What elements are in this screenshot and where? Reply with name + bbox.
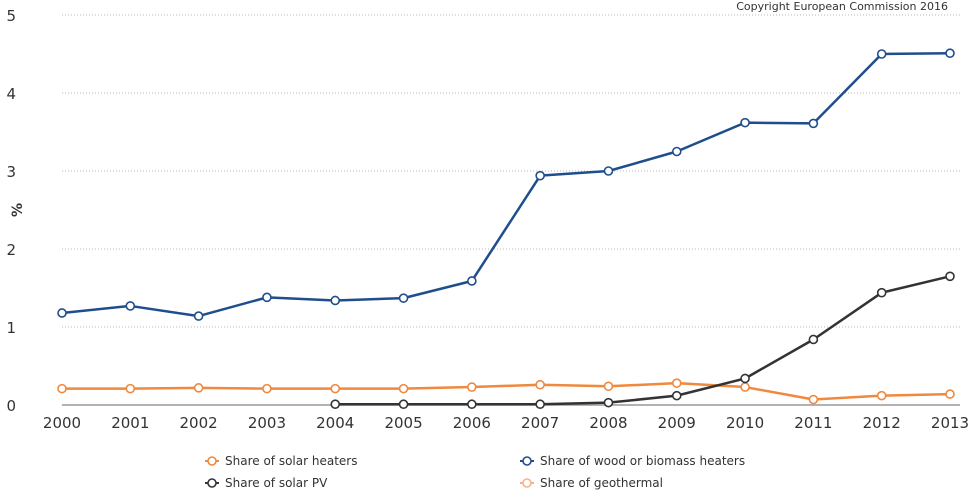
data-point (398, 383, 409, 394)
line-chart: 0 1 2 3 4 5 2000 2001 2002 2003 2004 2005 2006 2007 20… (6, 7, 969, 432)
data-point (262, 383, 272, 394)
data-point (193, 383, 204, 393)
data-point (467, 276, 477, 286)
data-point (603, 381, 614, 392)
legend-marker-icon (205, 456, 219, 466)
x-tick-label: 2010 (726, 414, 764, 432)
data-point (945, 48, 955, 59)
data-point (671, 378, 682, 388)
data-point (671, 390, 682, 401)
legend-item[interactable]: Share of wood or biomass heaters (520, 454, 745, 468)
y-tick-label: 3 (6, 163, 16, 181)
legend-label: Share of solar PV (225, 476, 328, 490)
series-line-1 (61, 51, 951, 318)
chart-legend: Share of solar heaters Share of wood or b… (0, 452, 978, 492)
series-line-2 (335, 275, 951, 406)
data-point (535, 170, 545, 181)
legend-item[interactable]: Share of solar PV (205, 476, 327, 490)
legend-label: Share of geothermal (540, 476, 663, 490)
data-point (603, 166, 614, 176)
legend-item[interactable]: Share of solar heaters (205, 454, 357, 468)
x-tick-label: 2000 (43, 414, 81, 432)
x-tick-label: 2012 (863, 414, 901, 432)
x-tick-label: 2003 (248, 414, 286, 432)
legend-marker-icon (520, 456, 534, 466)
data-point (740, 117, 750, 128)
data-point (945, 389, 955, 399)
x-tick-label: 2004 (316, 414, 354, 432)
data-point (330, 383, 341, 394)
data-point (330, 399, 341, 410)
data-point (535, 379, 545, 390)
data-point (125, 383, 136, 394)
x-tick-label: 2011 (794, 414, 832, 432)
data-point (330, 295, 341, 306)
copyright-text: Copyright European Commission 2016 (736, 0, 948, 13)
y-tick-label: 5 (6, 7, 16, 25)
data-point (467, 399, 477, 410)
data-point (876, 287, 887, 298)
y-tick-label: 0 (6, 397, 16, 415)
data-point (125, 301, 136, 311)
x-tick-label: 2005 (384, 414, 422, 432)
legend-item[interactable]: Share of geothermal (520, 476, 663, 490)
data-point (193, 311, 204, 321)
data-point (945, 271, 955, 282)
x-tick-label: 2013 (931, 414, 969, 432)
data-point (808, 118, 819, 129)
data-point (671, 146, 682, 157)
x-tick-label: 2007 (521, 414, 559, 432)
data-point (876, 49, 887, 59)
data-point (808, 334, 819, 345)
y-axis-label: % (10, 203, 26, 217)
data-point (57, 308, 67, 318)
data-point (57, 383, 67, 394)
y-tick-label: 2 (6, 241, 16, 259)
x-tick-label: 2008 (589, 414, 627, 432)
data-point (262, 292, 272, 303)
legend-marker-icon (520, 478, 534, 488)
y-tick-label: 4 (6, 85, 16, 103)
x-tick-label: 2006 (453, 414, 491, 432)
data-point (535, 399, 545, 410)
data-point (876, 390, 887, 401)
x-tick-label: 2009 (658, 414, 696, 432)
data-point (808, 394, 819, 405)
y-tick-label: 1 (6, 319, 16, 337)
series-line-0 (62, 381, 951, 401)
data-point (603, 397, 614, 408)
data-point (398, 293, 409, 303)
data-point (467, 382, 477, 392)
legend-label: Share of solar heaters (225, 454, 358, 468)
data-point (740, 373, 750, 384)
legend-label: Share of wood or biomass heaters (540, 454, 746, 468)
data-point (398, 399, 409, 410)
data-point (740, 382, 750, 392)
x-tick-label: 2001 (111, 414, 149, 432)
legend-marker-icon (205, 478, 219, 488)
x-tick-label: 2002 (180, 414, 218, 432)
